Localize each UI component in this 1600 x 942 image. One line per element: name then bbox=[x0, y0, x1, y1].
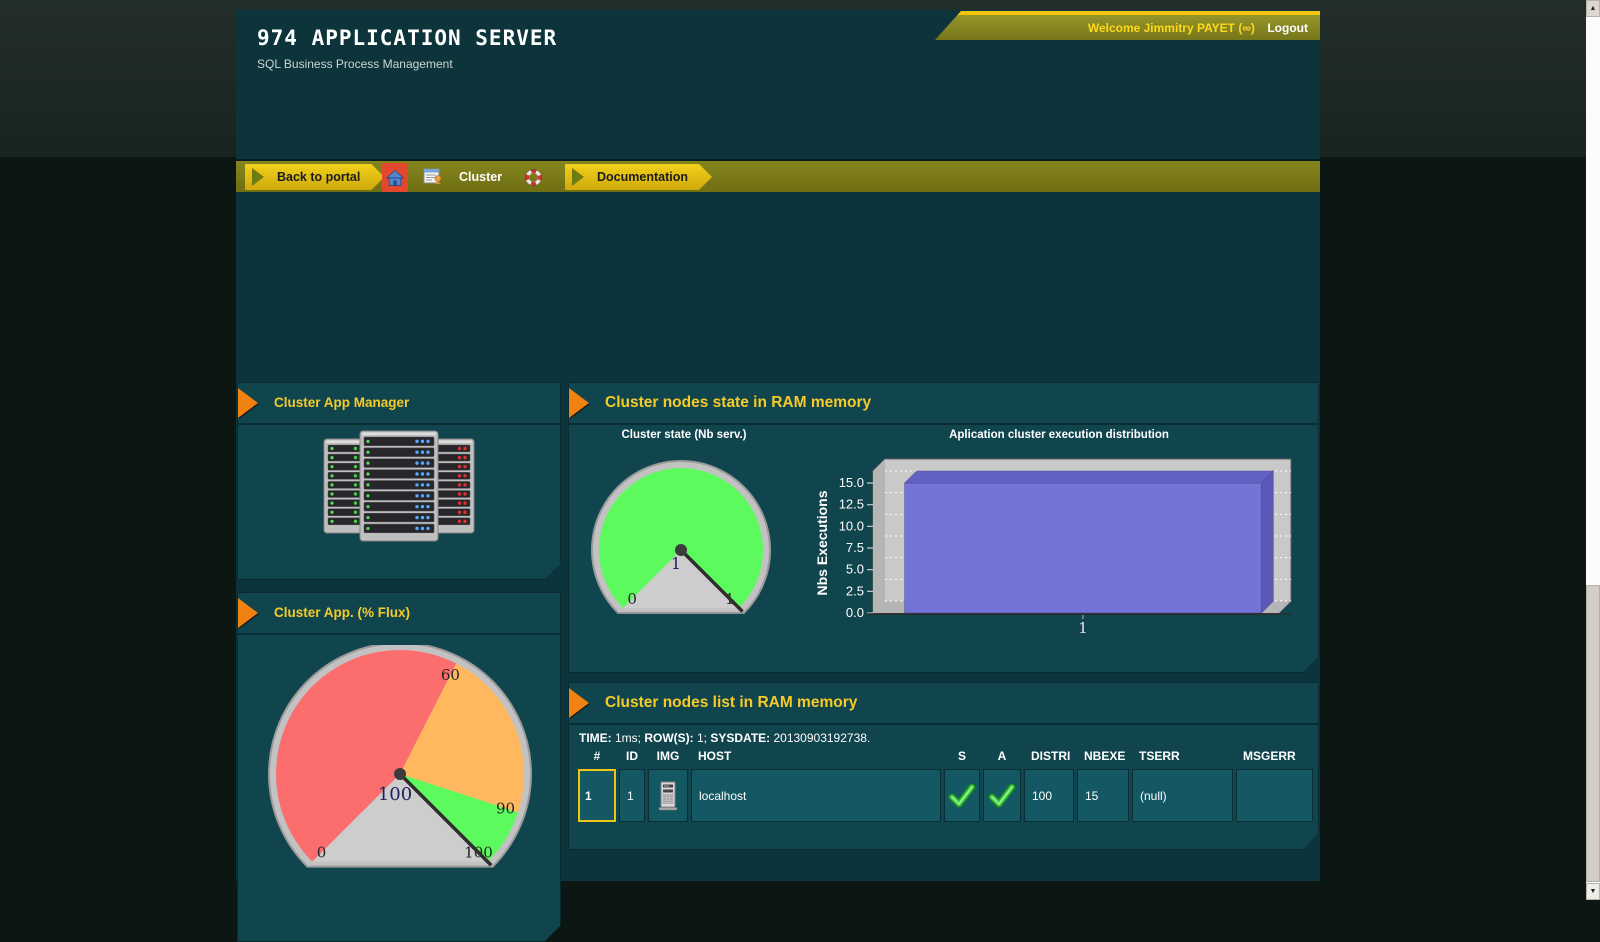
panel-title: Cluster nodes state in RAM memory bbox=[605, 394, 872, 411]
app-subtitle: SQL Business Process Management bbox=[257, 57, 453, 71]
life-ring-icon bbox=[525, 169, 542, 186]
query-status-line: TIME: 1ms; ROW(S): 1; SYSDATE: 201309031… bbox=[579, 731, 870, 745]
col-header-s: S bbox=[957, 749, 966, 763]
panel-title: Cluster nodes list in RAM memory bbox=[605, 694, 858, 711]
col-header-id: ID bbox=[626, 749, 638, 763]
time-label: TIME: bbox=[579, 731, 612, 745]
col-header-nbexe: NBEXE bbox=[1084, 749, 1126, 763]
svg-text:7.5: 7.5 bbox=[846, 540, 864, 555]
col-header-a: A bbox=[997, 749, 1007, 763]
main-area: Cluster App Manager Cluster App. (% Flux… bbox=[236, 192, 1320, 881]
user-bar: Welcome Jimmitry PAYET (∞) Logout bbox=[935, 11, 1320, 40]
col-header-tserr: TSERR bbox=[1139, 749, 1180, 763]
vertical-scrollbar[interactable]: ▲ ▼ bbox=[1586, 0, 1600, 900]
nav-cluster-link[interactable]: Cluster bbox=[459, 161, 502, 194]
sysdate-value: 20130903192738. bbox=[770, 731, 871, 745]
col-header-img: IMG bbox=[656, 749, 680, 763]
scrollbar-thumb[interactable] bbox=[1586, 585, 1600, 882]
rows-value: 1; bbox=[693, 731, 711, 745]
application-manager-button[interactable] bbox=[423, 168, 443, 190]
row-id-cell: 1 bbox=[619, 769, 645, 822]
cluster-state-gauge-chart: 011 bbox=[581, 445, 781, 630]
row-num-cell: 1 bbox=[578, 769, 616, 822]
svg-text:0: 0 bbox=[627, 590, 637, 608]
svg-text:15.0: 15.0 bbox=[839, 475, 864, 490]
svg-text:0: 0 bbox=[317, 843, 327, 861]
nav-documentation-label: Documentation bbox=[597, 170, 688, 184]
server-icon bbox=[658, 781, 678, 811]
col-header-host: HOST bbox=[698, 749, 732, 763]
panel-title: Cluster App. (% Flux) bbox=[274, 605, 411, 620]
row-msgerr-cell bbox=[1236, 769, 1313, 822]
svg-text:100: 100 bbox=[378, 784, 412, 805]
sysdate-label: SYSDATE: bbox=[710, 731, 771, 745]
panel-cluster-app-flux: Cluster App. (% Flux) 06090100100 bbox=[237, 592, 561, 942]
row-host-cell: localhost bbox=[691, 769, 941, 822]
panel-header: Cluster nodes list in RAM memory bbox=[569, 683, 1318, 725]
bar-chart-title: Aplication cluster execution distributio… bbox=[949, 429, 1169, 441]
panel-cluster-app-manager: Cluster App Manager bbox=[237, 382, 561, 580]
banner: Welcome Jimmitry PAYET (∞) Logout 974 AP… bbox=[236, 10, 1320, 157]
logout-link[interactable]: Logout bbox=[1267, 21, 1308, 35]
arrow-right-icon bbox=[569, 688, 589, 718]
check-icon bbox=[988, 784, 1016, 808]
scroll-down-icon[interactable]: ▼ bbox=[1586, 883, 1600, 900]
row-distri-cell: 100 bbox=[1024, 769, 1074, 822]
svg-text:5.0: 5.0 bbox=[846, 562, 864, 577]
time-value: 1ms; bbox=[611, 731, 645, 745]
nav-back-label: Back to portal bbox=[277, 170, 361, 184]
chevron-right-icon bbox=[572, 168, 584, 186]
arrow-right-icon bbox=[569, 388, 589, 418]
gauge-title: Cluster state (Nb serv.) bbox=[621, 429, 747, 441]
home-button[interactable] bbox=[382, 163, 408, 192]
app-title: 974 APPLICATION SERVER bbox=[257, 26, 558, 50]
row-tserr-cell: (null) bbox=[1132, 769, 1233, 822]
welcome-text: Welcome Jimmitry PAYET (∞) bbox=[1087, 21, 1255, 35]
flux-gauge-chart: 06090100100 bbox=[255, 645, 545, 895]
panel-cluster-nodes-list: Cluster nodes list in RAM memory TIME: 1… bbox=[568, 682, 1319, 850]
content-column: Welcome Jimmitry PAYET (∞) Logout 974 AP… bbox=[236, 10, 1320, 881]
server-racks-image bbox=[238, 429, 560, 552]
svg-text:90: 90 bbox=[496, 799, 515, 817]
col-header-distri: DISTRI bbox=[1031, 749, 1071, 763]
svg-text:10.0: 10.0 bbox=[839, 518, 864, 533]
check-icon bbox=[948, 784, 976, 808]
col-header-msgerr: MSGERR bbox=[1243, 749, 1296, 763]
arrow-right-icon bbox=[238, 598, 258, 628]
row-nbexe-cell: 15 bbox=[1077, 769, 1129, 822]
svg-text:60: 60 bbox=[441, 666, 460, 684]
panel-cluster-nodes-state: Cluster nodes state in RAM memory Cluste… bbox=[568, 382, 1319, 673]
col-header-num: # bbox=[593, 749, 601, 763]
nav-back-to-portal-button[interactable]: Back to portal bbox=[245, 164, 384, 190]
nav-cluster-label: Cluster bbox=[459, 170, 503, 184]
rows-label: ROW(S): bbox=[644, 731, 694, 745]
scroll-up-icon[interactable]: ▲ bbox=[1586, 0, 1600, 17]
panel-header: Cluster nodes state in RAM memory bbox=[569, 383, 1318, 425]
navbar: Back to portal Cluster bbox=[236, 159, 1320, 195]
home-icon bbox=[385, 169, 405, 186]
row-img-cell bbox=[648, 769, 688, 822]
svg-text:2.5: 2.5 bbox=[846, 583, 864, 598]
panel-header: Cluster App. (% Flux) bbox=[238, 593, 560, 635]
application-icon bbox=[423, 168, 443, 185]
arrow-right-icon bbox=[238, 388, 258, 418]
nav-documentation-button[interactable]: Documentation bbox=[565, 164, 712, 190]
panel-title: Cluster App Manager bbox=[274, 395, 410, 410]
chevron-right-icon bbox=[252, 168, 264, 186]
execution-distribution-bar-chart: 0.0 2.5 5.0 7.5 10.0 12.5 15.0 1 bbox=[811, 451, 1301, 646]
help-button[interactable] bbox=[525, 169, 542, 186]
row-a-cell bbox=[983, 769, 1021, 822]
panel-header: Cluster App Manager bbox=[238, 383, 560, 425]
svg-text:0.0: 0.0 bbox=[846, 605, 864, 620]
row-s-cell bbox=[944, 769, 980, 822]
svg-text:12.5: 12.5 bbox=[839, 497, 864, 512]
svg-text:1: 1 bbox=[671, 554, 681, 573]
svg-text:1: 1 bbox=[1078, 619, 1088, 637]
